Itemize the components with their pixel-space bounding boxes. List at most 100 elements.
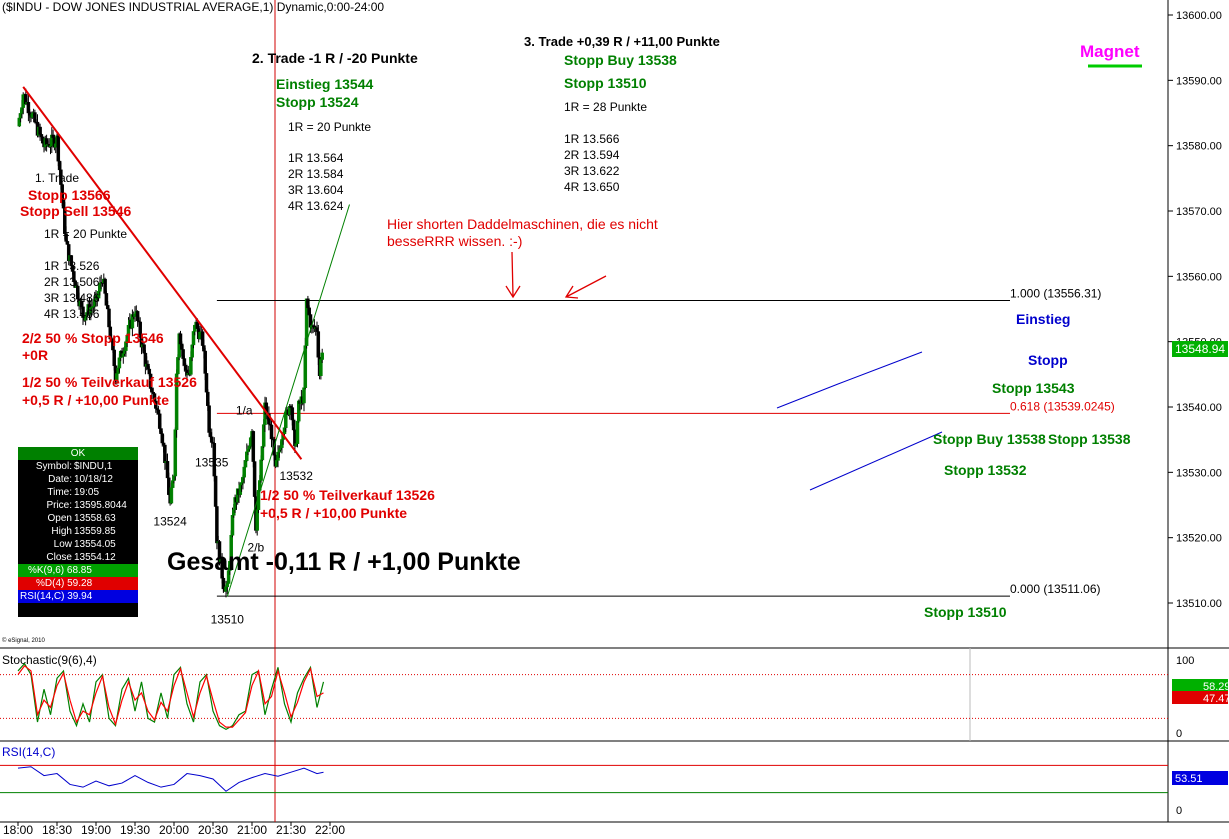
price-tick-label: 13570.00 <box>1176 206 1222 218</box>
time-tick-label: 19:30 <box>120 823 150 837</box>
time-tick-label: 19:00 <box>81 823 111 837</box>
candle-down <box>161 442 166 446</box>
time-tick-label: 18:30 <box>42 823 72 837</box>
rsi-value: 53.51 <box>1175 773 1203 785</box>
info-value: $INDU,1 <box>74 461 113 472</box>
upper-channel-line <box>776 351 923 409</box>
price-labels: 13524 13535 13510 2/b 1/a 13532 <box>153 403 313 626</box>
stoch-tick-label: 0 <box>1176 728 1182 740</box>
annotation-arrows <box>505 64 1142 299</box>
info-key: Price: <box>46 500 72 511</box>
candle-up <box>302 387 306 404</box>
candle-up <box>295 420 300 444</box>
fib-level-label: 0.618 (13539.0245) <box>1010 399 1115 413</box>
trade1-stopp-sell: Stopp Sell 13546 <box>20 203 131 219</box>
candle-up <box>230 515 235 536</box>
trade2-r4: 4R 13.624 <box>288 199 344 213</box>
price-tick-label: 13560.00 <box>1176 271 1222 283</box>
uptrend-line <box>226 204 350 597</box>
arrow-left-icon <box>564 275 607 299</box>
trade1-r4: 4R 13.466 <box>44 307 100 321</box>
info-value: 13595.8044 <box>74 500 127 511</box>
time-tick-label: 20:00 <box>159 823 189 837</box>
fib-level-label: 1.000 (13556.31) <box>1010 286 1101 300</box>
trade2-r3: 3R 13.604 <box>288 183 344 197</box>
candle-down <box>112 349 116 366</box>
trade1-partial-sale: 1/2 50 % Teilverkauf 13526 <box>22 374 197 390</box>
trade2-partial-sale: 1/2 50 % Teilverkauf 13526 <box>260 487 435 503</box>
candle-up <box>303 345 308 388</box>
lower-channel-line <box>809 431 943 491</box>
info-key: High <box>51 526 72 537</box>
annotations: 1. Trade Stopp 13566 Stopp Sell 13546 1R… <box>20 34 1140 620</box>
channel-lines <box>776 351 943 491</box>
comment-line1: Hier shorten Daddelmaschinen, die es nic… <box>387 216 658 232</box>
chart-title: ($INDU - DOW JONES INDUSTRIAL AVERAGE,1)… <box>2 0 384 14</box>
price-tick-label: 13530.00 <box>1176 467 1222 479</box>
info-key: Symbol: <box>35 461 72 472</box>
trade3-stopp: Stopp 13510 <box>564 75 647 91</box>
candlesticks <box>17 88 324 598</box>
trade3-stopp-buy: Stopp Buy 13538 <box>564 52 677 68</box>
candle-down <box>251 431 256 462</box>
entry-label: Einstieg <box>1016 311 1070 327</box>
stopp-13538: Stopp 13538 <box>1048 431 1131 447</box>
swing-price-label: 2/b <box>248 541 265 555</box>
trade2-risk: 1R = 20 Punkte <box>288 120 371 134</box>
total-result: Gesamt -0,11 R / +1,00 Punkte <box>167 548 521 576</box>
swing-price-label: 13535 <box>195 456 229 470</box>
trade3-r1: 1R 13.566 <box>564 132 620 146</box>
time-tick-label: 22:00 <box>315 823 345 837</box>
info-stoch-d: %D(4) 59.28 <box>18 577 138 590</box>
rsi-title: RSI(14,C) <box>2 745 55 759</box>
candle-down <box>291 419 296 431</box>
current-price-box <box>1172 341 1228 357</box>
candle-up <box>320 352 324 360</box>
trade2-title: 2. Trade -1 R / -20 Punkte <box>252 50 418 66</box>
current-price-label: 13548.94 <box>1175 342 1225 356</box>
data-window: OK Symbol: $INDU,1 Date: 10/18/12 Time: 19:… <box>18 447 138 617</box>
candle-up <box>259 459 263 481</box>
info-rsi: RSI(14,C) 39.94 <box>18 590 138 603</box>
trade2-r1: 1R 13.564 <box>288 151 344 165</box>
stopp-13510: Stopp 13510 <box>924 604 1007 620</box>
info-key: Date: <box>48 474 72 485</box>
stop-label: Stopp <box>1028 352 1068 368</box>
rsi-panel: RSI(14,C) 0 53.51 <box>0 745 1228 817</box>
time-axis-ticks: 18:00 18:30 19:00 19:30 20:00 20:30 21:00 21:30… <box>3 822 345 837</box>
trade3-r3: 3R 13.622 <box>564 164 620 178</box>
trade1-risk: 1R = 20 Punkte <box>44 227 127 241</box>
data-window-status: OK <box>18 447 138 460</box>
stoch-d-value-box <box>1172 691 1228 704</box>
trade1-r1: 1R 13.526 <box>44 259 100 273</box>
candle-down <box>290 407 295 421</box>
price-tick-label: 13600.00 <box>1176 10 1222 22</box>
stopp-buy-13538: Stopp Buy 13538 <box>933 431 1046 447</box>
candle-up <box>260 446 265 461</box>
trade1-stopp: Stopp 13566 <box>28 187 111 203</box>
trade3-r4: 4R 13.650 <box>564 180 620 194</box>
price-tick-label: 13590.00 <box>1176 75 1222 87</box>
trade2-entry: Einstieg 13544 <box>276 76 373 92</box>
candle-down <box>213 475 218 507</box>
rsi-value-box <box>1172 771 1228 785</box>
stoch-d-value: 47.47 <box>1203 693 1229 705</box>
fib-level-label: 0.000 (13511.06) <box>1010 582 1101 596</box>
stoch-tick-label: 100 <box>1176 655 1194 667</box>
price-tick-label: 13580.00 <box>1176 141 1222 153</box>
time-tick-label: 21:30 <box>276 823 306 837</box>
info-key: Open <box>47 513 72 524</box>
info-stoch-k: %K(9,6) 68.85 <box>18 564 138 577</box>
trade1-half-stopp-r: +0R <box>22 347 48 363</box>
candle-down <box>252 461 257 497</box>
info-value: 13558.63 <box>74 513 116 524</box>
trade1-title: 1. Trade <box>35 171 79 185</box>
trade1-partial-result: +0,5 R / +10,00 Punkte <box>22 392 169 408</box>
swing-price-label: 13510 <box>211 613 245 627</box>
arrow-down-icon <box>505 251 521 299</box>
info-value: 19:05 <box>74 487 100 498</box>
downtrend-line <box>22 86 303 460</box>
trade2-r2: 2R 13.584 <box>288 167 344 181</box>
